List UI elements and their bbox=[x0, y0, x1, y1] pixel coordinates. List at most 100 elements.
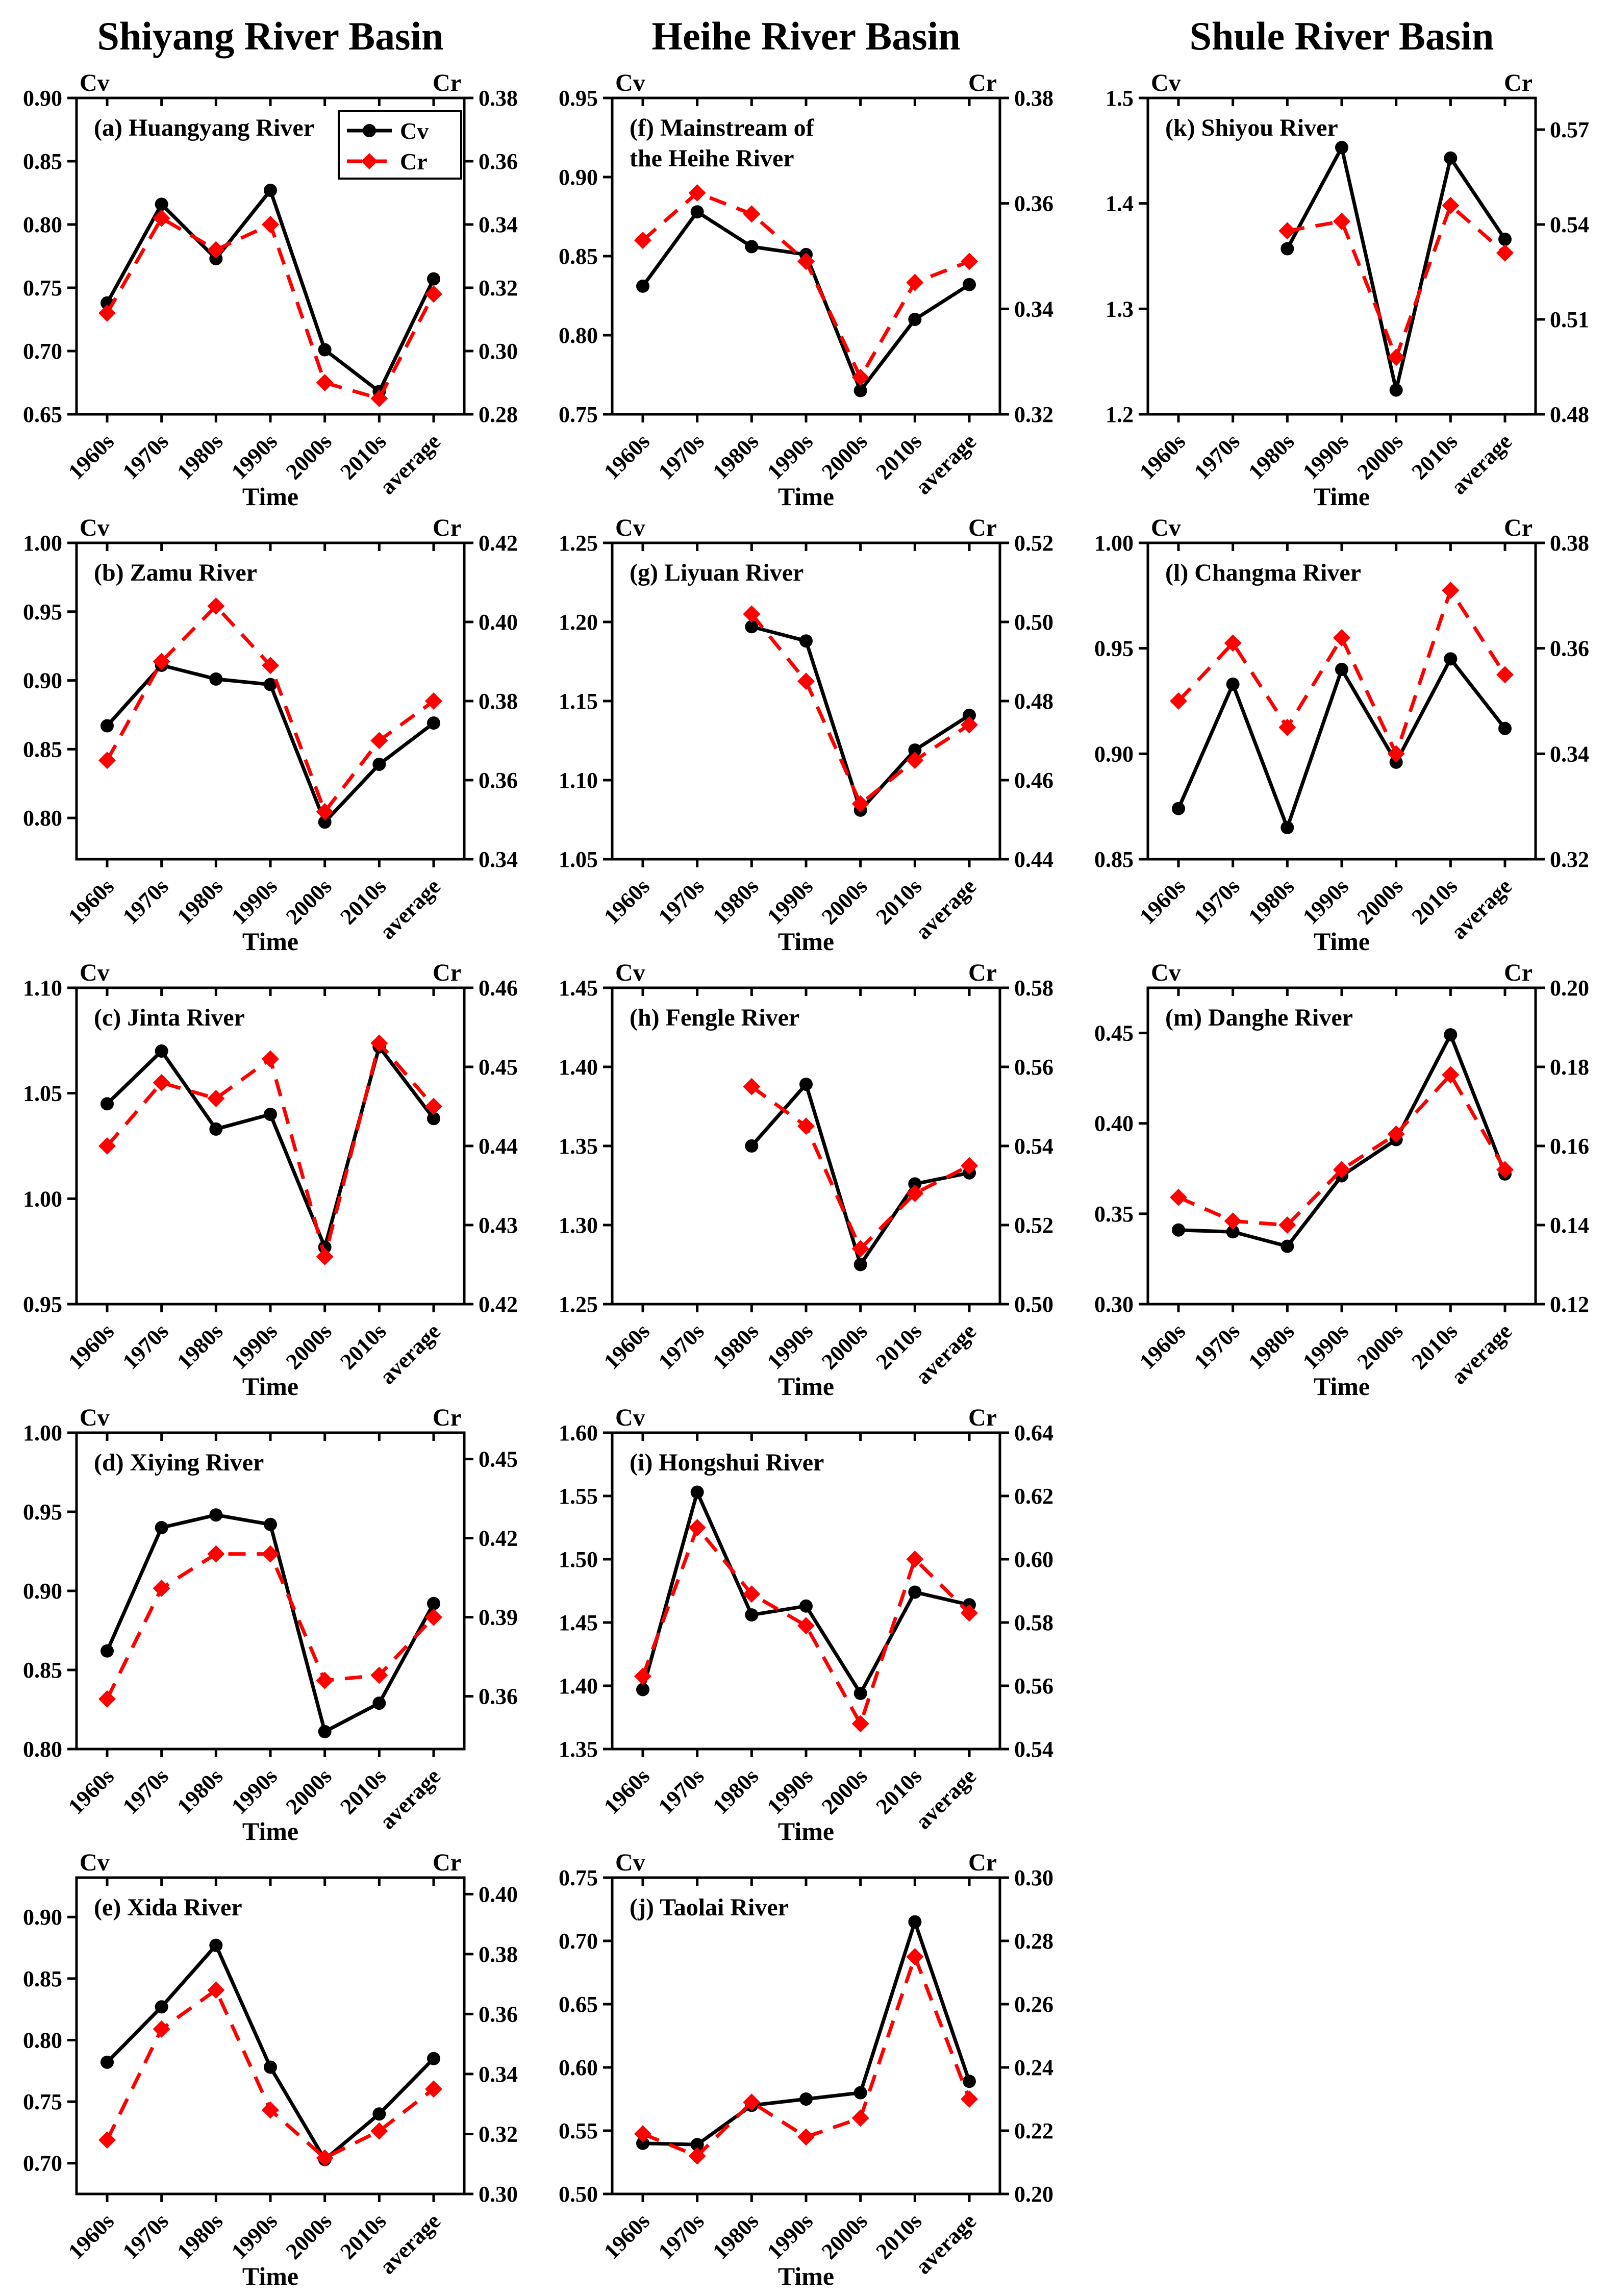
right-tick-label: 0.54 bbox=[1014, 1134, 1053, 1159]
left-tick-label: 0.85 bbox=[23, 149, 62, 174]
cv-series bbox=[1172, 1028, 1512, 1253]
cr-marker bbox=[153, 1579, 170, 1597]
left-tick-label: 0.90 bbox=[23, 1579, 62, 1604]
right-tick-label: 0.54 bbox=[1550, 212, 1589, 237]
right-axis-label: Cr bbox=[1504, 961, 1533, 986]
left-tick-label: 1.35 bbox=[559, 1134, 598, 1159]
x-tick-label: 1990s bbox=[762, 1763, 818, 1819]
cr-series bbox=[743, 605, 978, 813]
panel-i-chart: 1.35 1.40 1.45 1.50 1.55 1.60 0.54 0.56 0.58 0.60… bbox=[559, 1404, 1053, 1845]
cr-marker bbox=[153, 209, 170, 227]
legend-cr-marker bbox=[361, 153, 378, 169]
panel-d-chart: 0.80 0.85 0.90 0.95 1.00 0.36 0.39 0.42 0.45 1960… bbox=[23, 1404, 518, 1845]
left-axis-label: Cv bbox=[80, 1406, 110, 1431]
left-tick-label: 1.25 bbox=[559, 531, 598, 556]
right-tick-label: 0.20 bbox=[1550, 976, 1589, 1001]
x-tick-label: 1980s bbox=[708, 429, 763, 484]
cv-marker bbox=[690, 205, 704, 219]
left-tick-label: 1.30 bbox=[559, 1213, 598, 1238]
right-tick-label: 0.48 bbox=[1550, 402, 1589, 427]
x-tick-label: 1960s bbox=[63, 429, 119, 484]
x-tick-label: 2000s bbox=[817, 429, 872, 484]
left-tick-label: 0.70 bbox=[23, 2151, 62, 2176]
cr-marker bbox=[1333, 212, 1350, 230]
left-tick-label: 0.45 bbox=[1094, 1021, 1134, 1046]
cv-marker bbox=[636, 2136, 649, 2150]
cv-marker bbox=[427, 2052, 440, 2065]
right-tick-label: 0.50 bbox=[1014, 1292, 1053, 1317]
panel-e-chart: 0.70 0.75 0.80 0.85 0.90 0.30 0.32 0.34 0.36 0.38… bbox=[23, 1849, 518, 2290]
x-axis-title: Time bbox=[778, 2262, 834, 2290]
left-tick-label: 1.60 bbox=[559, 1420, 598, 1445]
left-tick-label: 0.55 bbox=[559, 2118, 598, 2143]
cv-marker bbox=[1172, 1223, 1185, 1237]
cv-marker bbox=[209, 252, 223, 265]
right-tick-label: 0.43 bbox=[479, 1213, 518, 1238]
right-tick-label: 0.38 bbox=[479, 1942, 518, 1967]
panel-title: (h) Fengle River bbox=[630, 1004, 799, 1031]
right-tick-label: 0.52 bbox=[1014, 531, 1053, 556]
cr-marker bbox=[153, 1074, 170, 1091]
panel-k-chart: 1.21.31.41.50.480.510.540.571960s1970s19… bbox=[1106, 69, 1589, 511]
cr-marker bbox=[743, 1585, 761, 1603]
left-tick-label: 0.80 bbox=[23, 1737, 62, 1762]
cr-marker bbox=[316, 2149, 334, 2167]
right-tick-label: 0.12 bbox=[1550, 1292, 1589, 1317]
cr-marker bbox=[207, 1545, 225, 1563]
cr-marker bbox=[797, 1617, 815, 1635]
cv-marker bbox=[1280, 242, 1294, 256]
left-tick-label: 0.90 bbox=[23, 86, 62, 111]
basin-header-heihe: Heihe River Basin bbox=[651, 14, 961, 58]
cr-marker bbox=[1442, 196, 1460, 214]
cr-marker bbox=[743, 1078, 761, 1095]
x-tick-label: 1970s bbox=[118, 1318, 173, 1374]
cr-series bbox=[98, 597, 442, 820]
cv-marker bbox=[908, 1915, 922, 1929]
panel-title: (c) Jinta River bbox=[94, 1004, 245, 1031]
right-tick-label: 0.36 bbox=[479, 768, 518, 793]
x-tick-label: 1960s bbox=[599, 429, 655, 484]
cr-marker bbox=[851, 1715, 869, 1733]
left-tick-label: 0.80 bbox=[23, 806, 62, 831]
x-tick-label: 1970s bbox=[654, 1763, 709, 1819]
right-tick-label: 0.28 bbox=[1014, 1929, 1053, 1954]
x-tick-label: 1960s bbox=[599, 874, 655, 929]
x-tick-label: average bbox=[375, 874, 445, 944]
panel-title: (l) Changma River bbox=[1165, 559, 1361, 586]
panel-a: 0.65 0.70 0.75 0.80 0.85 0.90 0.28 0.30 0.32 0.34… bbox=[0, 69, 536, 516]
right-tick-label: 0.18 bbox=[1550, 1055, 1589, 1080]
cv-marker bbox=[427, 1596, 440, 1610]
left-tick-label: 0.95 bbox=[23, 600, 62, 625]
cv-marker bbox=[908, 743, 922, 757]
left-tick-label: 1.25 bbox=[559, 1292, 598, 1317]
cv-marker bbox=[101, 2055, 114, 2069]
x-tick-label: 1960s bbox=[1135, 429, 1190, 484]
left-tick-label: 1.55 bbox=[559, 1484, 598, 1509]
cr-marker bbox=[153, 2020, 170, 2038]
right-tick-label: 0.40 bbox=[479, 1882, 518, 1907]
cr-line bbox=[750, 1085, 970, 1252]
right-tick-label: 0.56 bbox=[1014, 1674, 1053, 1699]
right-tick-label: 0.16 bbox=[1550, 1134, 1589, 1159]
cr-line bbox=[105, 215, 436, 401]
left-tick-label: 0.90 bbox=[1094, 741, 1134, 766]
panel-l: 0.85 0.90 0.95 1.00 0.32 0.34 0.36 0.38 1960s 197… bbox=[1071, 514, 1607, 961]
right-axis-label: Cr bbox=[433, 1406, 461, 1431]
x-tick-label: average bbox=[375, 1763, 445, 1834]
right-tick-label: 0.36 bbox=[479, 1684, 518, 1709]
x-tick-label: average bbox=[1446, 1318, 1517, 1389]
right-tick-label: 0.56 bbox=[1014, 1055, 1053, 1080]
cr-marker bbox=[370, 390, 388, 407]
plot-frame bbox=[75, 986, 466, 1306]
cv-marker bbox=[155, 2000, 168, 2014]
left-tick-label: 0.95 bbox=[23, 1292, 62, 1317]
legend-cv-label: Cv bbox=[400, 118, 429, 144]
left-tick-label: 1.10 bbox=[23, 976, 62, 1001]
cr-marker bbox=[688, 1519, 706, 1536]
right-tick-label: 0.39 bbox=[479, 1605, 518, 1630]
x-tick-label: 2000s bbox=[281, 1763, 337, 1819]
cv-marker bbox=[318, 343, 332, 357]
cv-marker bbox=[908, 1177, 922, 1191]
right-tick-label: 0.32 bbox=[479, 276, 518, 301]
left-tick-label: 1.00 bbox=[23, 1420, 62, 1445]
